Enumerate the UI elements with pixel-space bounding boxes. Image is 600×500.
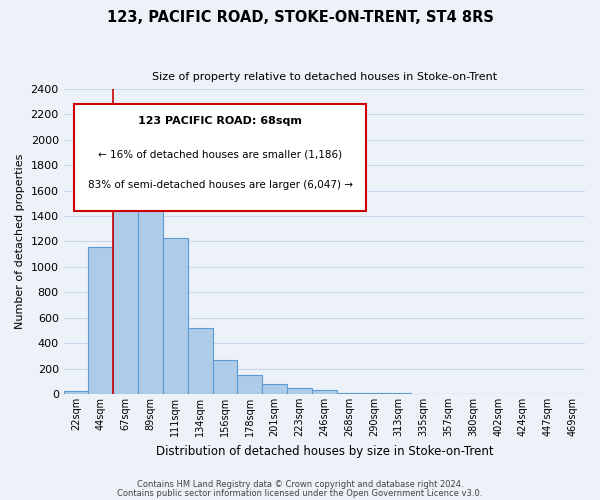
Bar bbox=[287, 388, 312, 394]
Bar bbox=[362, 393, 386, 394]
Title: Size of property relative to detached houses in Stoke-on-Trent: Size of property relative to detached ho… bbox=[152, 72, 497, 83]
Bar bbox=[88, 247, 113, 394]
FancyBboxPatch shape bbox=[74, 104, 366, 211]
Bar bbox=[163, 238, 188, 394]
Bar bbox=[312, 390, 337, 394]
X-axis label: Distribution of detached houses by size in Stoke-on-Trent: Distribution of detached houses by size … bbox=[155, 444, 493, 458]
Text: 123, PACIFIC ROAD, STOKE-ON-TRENT, ST4 8RS: 123, PACIFIC ROAD, STOKE-ON-TRENT, ST4 8… bbox=[107, 10, 493, 25]
Y-axis label: Number of detached properties: Number of detached properties bbox=[15, 154, 25, 329]
Bar bbox=[113, 145, 138, 394]
Bar bbox=[238, 375, 262, 394]
Text: 123 PACIFIC ROAD: 68sqm: 123 PACIFIC ROAD: 68sqm bbox=[138, 116, 302, 126]
Text: 83% of semi-detached houses are larger (6,047) →: 83% of semi-detached houses are larger (… bbox=[88, 180, 353, 190]
Bar bbox=[262, 384, 287, 394]
Text: Contains public sector information licensed under the Open Government Licence v3: Contains public sector information licen… bbox=[118, 488, 482, 498]
Bar bbox=[138, 160, 163, 394]
Bar bbox=[337, 392, 362, 394]
Bar bbox=[212, 360, 238, 394]
Bar bbox=[188, 328, 212, 394]
Text: ← 16% of detached houses are smaller (1,186): ← 16% of detached houses are smaller (1,… bbox=[98, 150, 342, 160]
Bar bbox=[64, 391, 88, 394]
Text: Contains HM Land Registry data © Crown copyright and database right 2024.: Contains HM Land Registry data © Crown c… bbox=[137, 480, 463, 489]
